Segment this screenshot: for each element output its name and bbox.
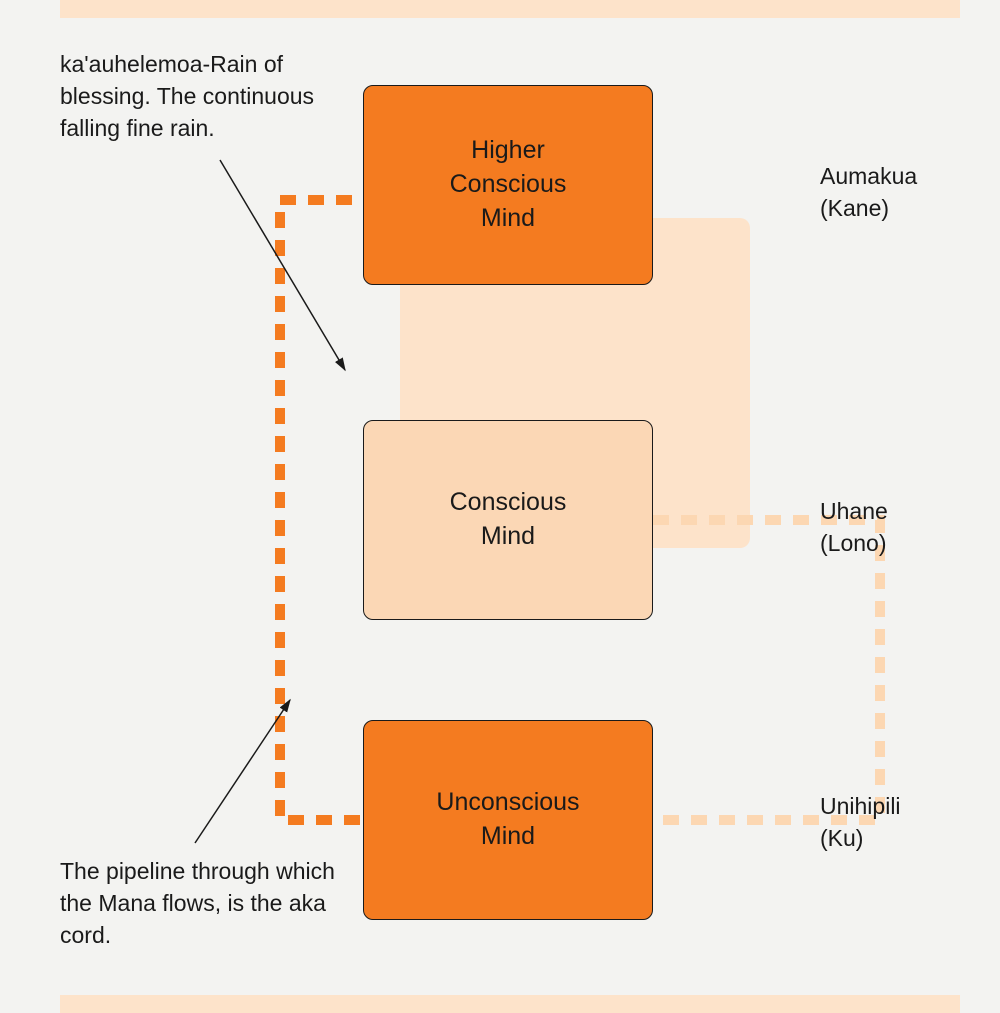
- annotation-arrow: [195, 700, 290, 843]
- flow-path-link-right: [653, 520, 880, 820]
- node-label: Conscious Mind: [450, 486, 567, 554]
- annotation-arrows: [195, 160, 345, 843]
- side-label-aumakua: Aumakua (Kane): [820, 160, 917, 224]
- node-label: Higher Conscious Mind: [450, 134, 567, 235]
- decorative-bar-top: [60, 0, 960, 18]
- diagram-canvas: Higher Conscious Mind Conscious Mind Unc…: [0, 0, 1000, 1013]
- node-higher-conscious-mind: Higher Conscious Mind: [363, 85, 653, 285]
- side-label-uhane: Uhane (Lono): [820, 495, 888, 559]
- annotation-pipeline: The pipeline through which the Mana flow…: [60, 855, 340, 952]
- node-conscious-mind: Conscious Mind: [363, 420, 653, 620]
- decorative-bar-bottom: [60, 995, 960, 1013]
- node-label: Unconscious Mind: [436, 786, 579, 854]
- node-unconscious-mind: Unconscious Mind: [363, 720, 653, 920]
- annotation-rain: ka'auhelemoa-Rain of blessing. The conti…: [60, 48, 320, 145]
- annotation-arrow: [220, 160, 345, 370]
- side-label-unihipili: Unihipili (Ku): [820, 790, 901, 854]
